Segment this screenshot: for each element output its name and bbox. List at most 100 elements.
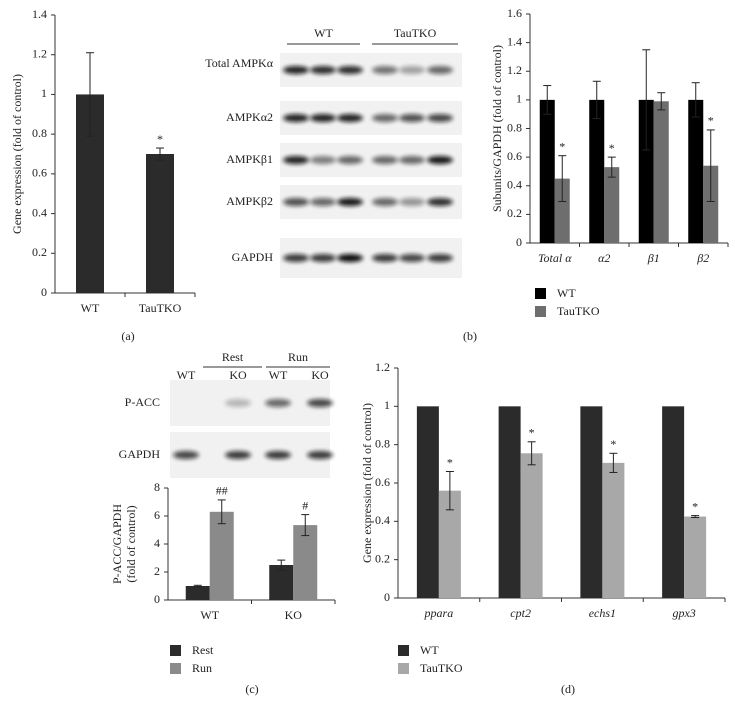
legend-label: WT	[557, 286, 576, 300]
y-tick-label: 2	[154, 564, 160, 578]
blot-band	[399, 198, 425, 206]
bar	[602, 462, 625, 598]
y-tick-label: 0.2	[507, 206, 522, 220]
error-bar	[193, 584, 202, 588]
blot-band	[225, 451, 251, 459]
bar	[653, 101, 669, 244]
y-tick-label: 0	[41, 285, 47, 299]
lane-label: WT	[269, 368, 288, 382]
blot-band	[399, 254, 425, 262]
legend-swatch	[535, 306, 546, 317]
bar	[209, 511, 234, 600]
bar	[703, 165, 719, 243]
annotation: *	[692, 499, 698, 513]
blot-band	[307, 451, 333, 459]
lane-label: WT	[177, 368, 196, 382]
panel-label: (d)	[561, 682, 575, 696]
x-tick-label: β1	[647, 251, 660, 265]
blot-row-label: AMPKα2	[226, 110, 273, 124]
y-tick-label: 0.8	[32, 126, 47, 140]
blot-band	[372, 114, 398, 122]
y-tick-label: 1.2	[32, 46, 47, 60]
error-bar	[607, 156, 616, 178]
error-bar	[657, 92, 666, 111]
annotation: #	[302, 498, 308, 512]
blot-band	[337, 156, 363, 164]
y-tick-label: 6	[154, 508, 160, 522]
blot-band	[427, 156, 453, 164]
error-bar	[277, 559, 286, 571]
blot-band	[310, 198, 336, 206]
annotation: *	[610, 437, 616, 451]
y-tick-label: 0.6	[375, 475, 390, 489]
blot-band	[310, 66, 336, 74]
blot-band	[399, 66, 425, 74]
group-label: WT	[314, 26, 333, 40]
blot-band	[283, 114, 309, 122]
blot-band	[372, 66, 398, 74]
error-bar	[445, 471, 454, 511]
lane-label: KO	[229, 368, 247, 382]
blot-band	[265, 451, 291, 459]
y-tick-label: 1.2	[375, 360, 390, 374]
error-bar	[558, 155, 567, 202]
x-tick-label: α2	[598, 251, 610, 265]
lane-label: KO	[311, 368, 329, 382]
blot-band	[307, 399, 333, 407]
error-bar	[706, 129, 715, 202]
x-tick-label: Total α	[538, 251, 572, 265]
y-tick-label: 4	[154, 536, 160, 550]
legend-swatch	[535, 288, 546, 299]
y-axis-label: Gene expression (fold of control)	[360, 403, 374, 563]
bar	[684, 516, 707, 598]
x-tick-label: WT	[81, 301, 100, 315]
blot-row-label: AMPKβ1	[226, 152, 273, 166]
legend-label: TauTKO	[557, 304, 600, 318]
error-bar	[691, 82, 700, 118]
y-tick-label: 1.2	[507, 63, 522, 77]
blot-row-label: Total AMPKα	[205, 56, 273, 70]
annotation: *	[708, 114, 714, 128]
blot-band	[173, 451, 199, 459]
annotation: *	[529, 426, 535, 440]
bar	[580, 406, 603, 598]
bar	[604, 167, 620, 243]
y-axis-label: Gene expression (fold of control)	[10, 74, 24, 234]
blot-band	[283, 66, 309, 74]
blot-band	[337, 254, 363, 262]
x-tick-label: cpt2	[510, 606, 531, 620]
error-bar	[217, 499, 226, 525]
annotation: *	[559, 139, 565, 153]
y-tick-label: 0	[384, 590, 390, 604]
bar	[438, 490, 461, 598]
y-tick-label: 8	[154, 480, 160, 494]
y-tick-label: 0.6	[32, 166, 47, 180]
bar	[638, 99, 654, 243]
legend-swatch	[398, 663, 409, 674]
error-bar	[156, 147, 164, 161]
blot-row-label: GAPDH	[231, 250, 273, 264]
legend-swatch	[170, 663, 181, 674]
blot-band	[337, 66, 363, 74]
legend-label: TauTKO	[420, 661, 463, 675]
error-bar	[543, 85, 552, 115]
annotation: *	[157, 132, 163, 146]
y-tick-label: 0	[154, 592, 160, 606]
blot-band	[372, 254, 398, 262]
blot-band	[372, 156, 398, 164]
y-tick-label: 1.6	[507, 6, 522, 20]
y-tick-label: 0.4	[507, 178, 522, 192]
blot-band	[427, 254, 453, 262]
y-tick-label: 1.4	[32, 7, 47, 21]
bar	[554, 178, 570, 243]
y-tick-label: 1	[516, 92, 522, 106]
annotation: *	[609, 141, 615, 155]
x-tick-label: KO	[285, 608, 303, 622]
error-bar	[86, 52, 94, 137]
y-tick-label: 0.4	[32, 205, 47, 219]
error-bar	[527, 441, 536, 466]
panel-label: (c)	[245, 682, 258, 696]
x-tick-label: WT	[200, 608, 219, 622]
bar	[416, 406, 439, 598]
